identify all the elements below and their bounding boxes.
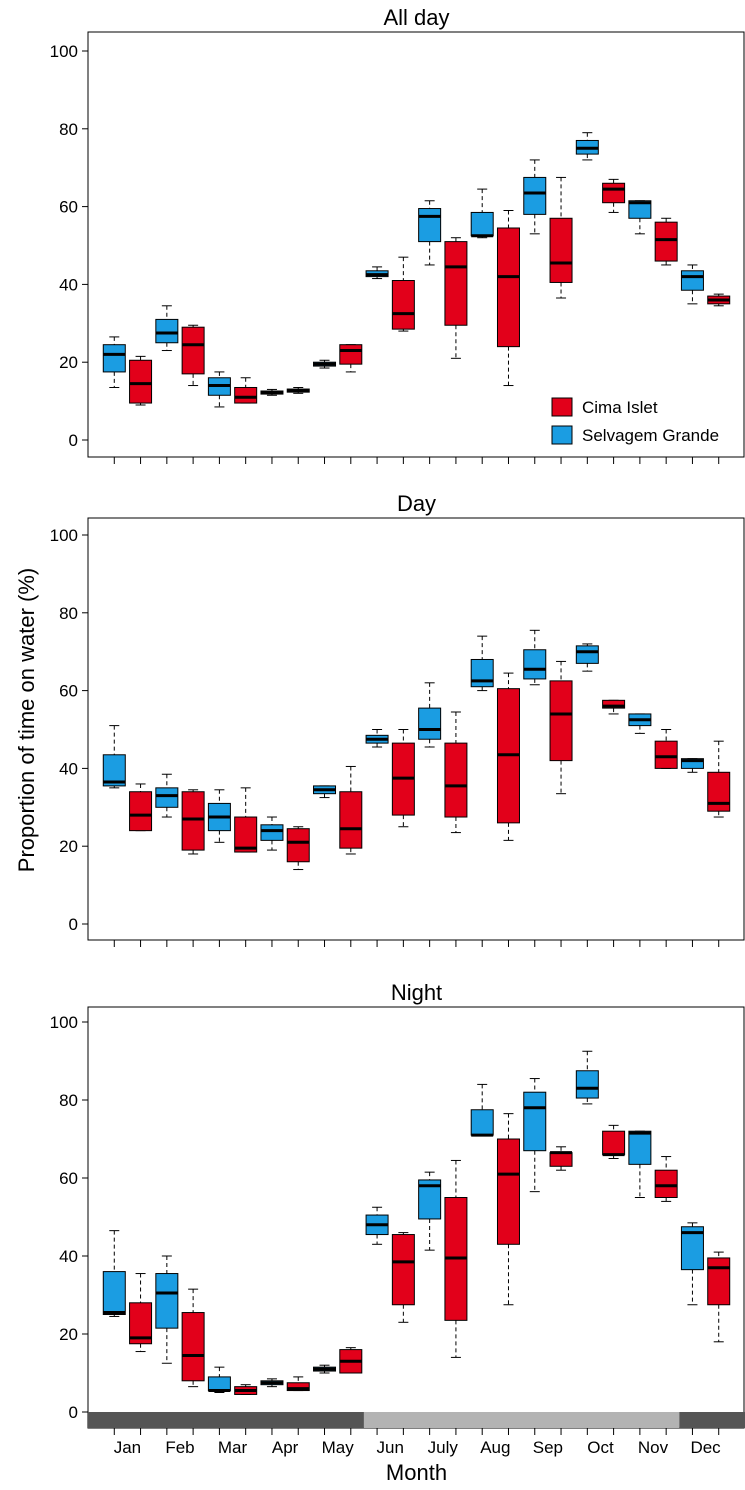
box-selvagem — [575, 1070, 599, 1099]
box-selvagem — [680, 1226, 704, 1271]
box-selvagem — [102, 1271, 126, 1315]
legend-label: Selvagem Grande — [582, 426, 719, 445]
box-selvagem — [680, 270, 704, 291]
y-tick-label: 80 — [59, 120, 78, 139]
y-tick-label: 60 — [59, 198, 78, 217]
legend-swatch — [551, 425, 573, 445]
box-selvagem — [155, 318, 179, 344]
y-tick-label: 80 — [59, 604, 78, 623]
box-cima — [391, 1234, 415, 1306]
legend-swatch — [551, 397, 573, 417]
box-cima — [129, 791, 153, 832]
y-tick-label: 0 — [69, 915, 78, 934]
box-selvagem — [207, 1376, 231, 1392]
box-cima — [602, 699, 626, 709]
box-selvagem — [418, 1179, 442, 1220]
box-cima — [602, 1130, 626, 1156]
box-selvagem — [470, 1109, 494, 1136]
box-selvagem — [523, 176, 547, 215]
box-selvagem — [523, 649, 547, 680]
box-cima — [654, 221, 678, 262]
box-cima — [496, 227, 520, 348]
panel-title: Day — [397, 491, 436, 516]
box-cima — [549, 680, 573, 762]
month-label: Nov — [638, 1438, 669, 1457]
panel-title: Night — [391, 980, 442, 1005]
month-label: Oct — [587, 1438, 614, 1457]
season-bar-dark — [88, 1412, 364, 1428]
box-cima — [707, 771, 731, 812]
box-cima — [286, 828, 310, 863]
month-label: Jun — [377, 1438, 404, 1457]
box-selvagem — [155, 787, 179, 808]
panel-frame — [87, 517, 745, 941]
box-selvagem — [102, 344, 126, 373]
month-label: Feb — [165, 1438, 194, 1457]
month-label: May — [322, 1438, 355, 1457]
box-cima — [707, 1257, 731, 1306]
y-tick-label: 60 — [59, 682, 78, 701]
month-label: July — [428, 1438, 459, 1457]
box-selvagem — [102, 754, 126, 787]
panel-frame — [87, 31, 745, 458]
box-cima — [602, 182, 626, 204]
box-cima — [339, 344, 363, 365]
box-cima — [654, 1169, 678, 1198]
box-cima — [549, 1152, 573, 1167]
y-tick-label: 80 — [59, 1091, 78, 1110]
season-bar-light — [363, 1412, 680, 1428]
box-selvagem — [418, 707, 442, 740]
box-cima — [181, 791, 205, 851]
month-label: Sep — [533, 1438, 563, 1457]
box-cima — [654, 740, 678, 769]
box-cima — [496, 1138, 520, 1245]
box-selvagem — [523, 1091, 547, 1152]
box-selvagem — [470, 211, 494, 237]
y-tick-label: 0 — [69, 431, 78, 450]
panel-title: All day — [383, 5, 449, 30]
box-cima — [129, 359, 153, 404]
box-cima — [339, 791, 363, 849]
season-bar-dark — [679, 1412, 745, 1428]
month-label: Dec — [690, 1438, 721, 1457]
box-cima — [234, 816, 258, 853]
box-cima — [286, 1382, 310, 1392]
box-selvagem — [470, 658, 494, 688]
y-tick-label: 0 — [69, 1403, 78, 1422]
y-tick-label: 100 — [50, 526, 78, 545]
box-cima — [234, 386, 258, 404]
y-tick-label: 60 — [59, 1169, 78, 1188]
box-selvagem — [418, 208, 442, 243]
y-tick-label: 20 — [59, 353, 78, 372]
y-tick-label: 40 — [59, 1247, 78, 1266]
y-tick-label: 100 — [50, 42, 78, 61]
x-axis-label: Month — [386, 1460, 447, 1485]
y-tick-label: 40 — [59, 275, 78, 294]
box-selvagem — [260, 824, 284, 841]
box-cima — [549, 217, 573, 283]
month-label: Apr — [272, 1438, 299, 1457]
box-cima — [181, 1312, 205, 1382]
y-tick-label: 20 — [59, 1325, 78, 1344]
y-tick-label: 20 — [59, 837, 78, 856]
box-selvagem — [628, 1130, 652, 1165]
box-selvagem — [575, 645, 599, 664]
box-cima — [181, 326, 205, 375]
legend-label: Cima Islet — [582, 398, 658, 417]
box-cima — [444, 241, 468, 326]
box-selvagem — [680, 758, 704, 769]
box-cima — [129, 1302, 153, 1345]
box-selvagem — [628, 200, 652, 219]
month-label: Jan — [114, 1438, 141, 1457]
month-label: Aug — [480, 1438, 510, 1457]
box-selvagem — [155, 1273, 179, 1329]
y-tick-label: 100 — [50, 1013, 78, 1032]
month-label: Mar — [218, 1438, 248, 1457]
box-cima — [391, 280, 415, 330]
y-tick-label: 40 — [59, 759, 78, 778]
y-axis-label: Proportion of time on water (%) — [14, 568, 39, 872]
box-cima — [444, 742, 468, 818]
